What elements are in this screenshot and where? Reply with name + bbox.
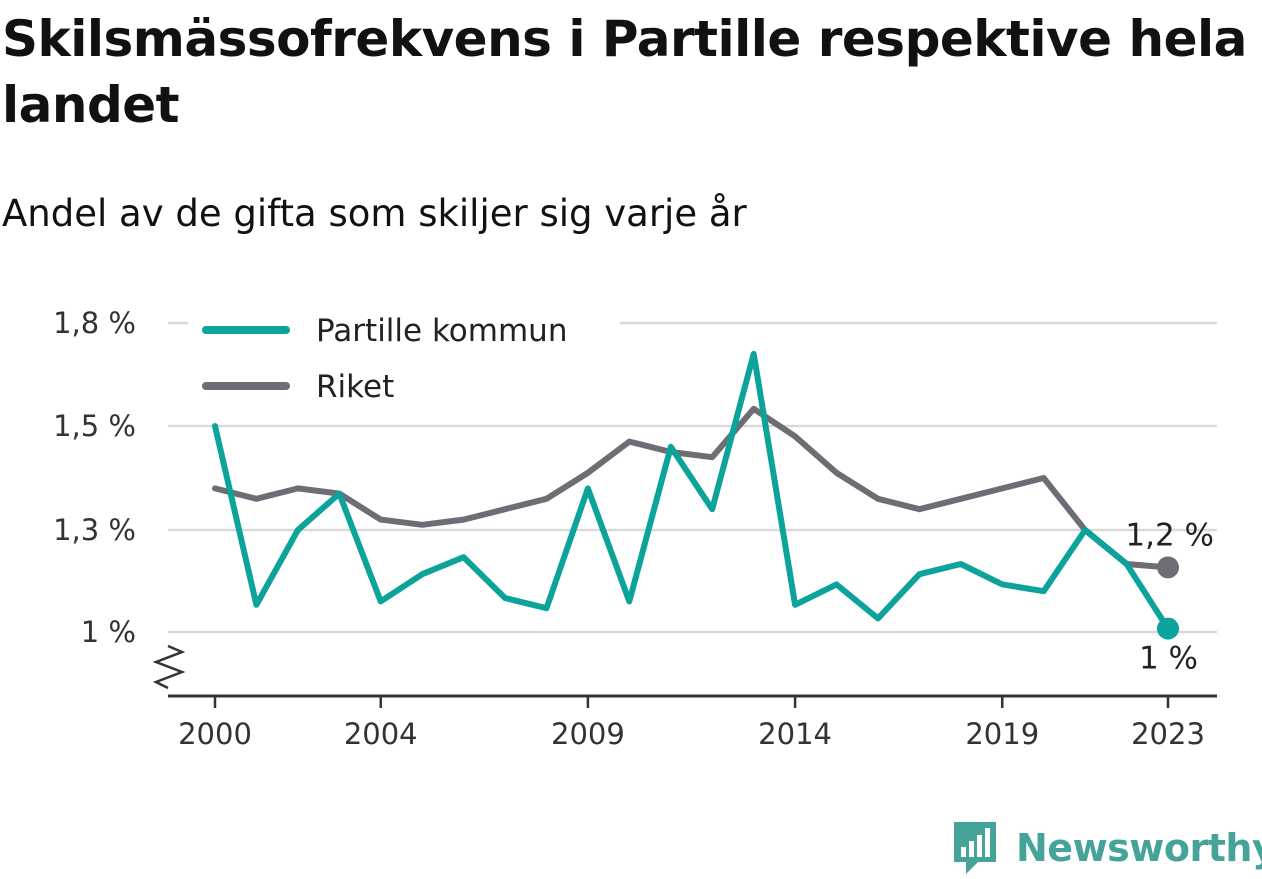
axis-break-icon <box>152 644 186 690</box>
end-value-label: 1,2 % <box>1125 517 1214 553</box>
end-point-marker <box>1157 617 1179 640</box>
chart-title: Skilsmässofrekvens i Partille respektive… <box>2 10 1247 134</box>
brand-name: Newsworthy <box>1016 826 1262 870</box>
series-line <box>212 350 1171 632</box>
y-axis: 1 % 1,3 % 1,5 % 1,8 % <box>53 306 186 690</box>
y-tick-label: 1,3 % <box>53 513 136 547</box>
brand-logo: Newsworthy <box>950 818 1262 878</box>
x-tick-label: 2004 <box>344 717 418 751</box>
y-tick-label: 1,8 % <box>53 306 136 340</box>
line-chart: 1 %1,3 %1,5 %1,8 % 2000 2004 2009 2014 2019 2… <box>53 304 1217 751</box>
legend-label: Riket <box>316 369 394 405</box>
legend-label: Partille kommun <box>316 313 567 349</box>
legend: Partille kommun Riket <box>188 304 620 422</box>
y-tick-label: 1 % <box>81 615 136 649</box>
x-tick-label: 2000 <box>178 717 252 751</box>
x-axis: 2000 2004 2009 2014 2019 2023 <box>168 694 1217 751</box>
newsworthy-logo-icon <box>954 822 996 874</box>
series-line <box>212 405 1171 571</box>
x-tick-label: 2023 <box>1131 717 1205 751</box>
x-tick-label: 2009 <box>551 717 625 751</box>
y-tick-label: 1,5 % <box>53 409 136 443</box>
end-value-label: 1 % <box>1139 641 1198 677</box>
legend-background <box>188 304 620 422</box>
end-labels: 1 % 1,2 % <box>1125 517 1214 676</box>
x-tick-label: 2014 <box>758 717 832 751</box>
end-point-marker <box>1157 556 1179 579</box>
x-tick-label: 2019 <box>965 717 1039 751</box>
series-lines <box>212 350 1171 632</box>
chart-subtitle: Andel av de gifta som skiljer sig varje … <box>2 192 747 235</box>
